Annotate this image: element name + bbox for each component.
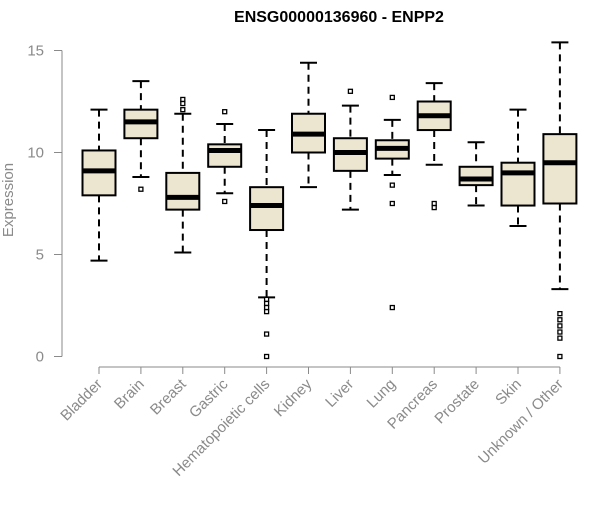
outlier-point	[347, 88, 354, 94]
outlier-point	[557, 311, 563, 317]
y-tick-label: 0	[36, 349, 44, 366]
outlier-point	[557, 329, 563, 335]
outlier-point	[180, 100, 186, 107]
outlier-point	[557, 353, 563, 360]
outlier-point	[389, 94, 395, 101]
iqr-box	[458, 165, 494, 187]
box-skin	[500, 108, 536, 227]
box-unknown-other	[542, 41, 578, 360]
outlier-point	[389, 182, 395, 188]
iqr-box	[500, 161, 536, 207]
box-prostate	[458, 141, 494, 207]
boxes-group	[81, 41, 578, 360]
outlier-point	[557, 317, 563, 323]
outlier-point	[557, 323, 563, 329]
chart-title: ENSG00000136960 - ENPP2	[234, 9, 444, 26]
iqr-box	[165, 171, 201, 211]
x-category-label: Liver	[322, 376, 357, 411]
outlier-point	[263, 300, 270, 307]
iqr-box	[249, 186, 285, 232]
outlier-point	[138, 186, 144, 192]
iqr-box	[207, 143, 243, 168]
outlier-point	[431, 200, 437, 207]
x-category-label: Brain	[111, 376, 148, 413]
box-gastric	[207, 109, 243, 205]
x-category-label: Skin	[492, 376, 525, 409]
x-category-label: Breast	[147, 375, 190, 418]
y-axis-title: Expression	[0, 163, 17, 237]
box-hematopoietic-cells	[249, 129, 285, 360]
x-category-label: Lung	[364, 376, 400, 412]
box-liver	[332, 88, 368, 211]
outlier-point	[263, 296, 270, 303]
outlier-point	[263, 353, 270, 360]
outlier-point	[557, 335, 563, 341]
box-brain	[123, 80, 159, 192]
box-lung	[374, 94, 410, 311]
box-breast	[165, 96, 201, 254]
outlier-point	[431, 204, 437, 211]
x-category-label: Bladder	[57, 376, 106, 425]
box-bladder	[81, 108, 117, 262]
outlier-point	[389, 200, 395, 207]
y-axis: 0 5 10 15	[27, 43, 63, 366]
outlier-point	[389, 304, 395, 311]
x-category-label: Kidney	[271, 375, 316, 420]
y-tick-label: 15	[27, 43, 44, 60]
outlier-point	[222, 198, 228, 205]
outlier-point	[180, 107, 186, 113]
iqr-box	[542, 133, 578, 205]
outlier-point	[263, 331, 270, 337]
box-pancreas	[416, 82, 452, 211]
outlier-point	[222, 109, 228, 115]
x-category-label: Prostate	[431, 376, 483, 428]
y-tick-label: 10	[27, 145, 44, 162]
outlier-point	[263, 304, 270, 311]
outlier-point	[180, 96, 186, 103]
y-tick-label: 5	[36, 247, 44, 264]
box-kidney	[291, 61, 326, 189]
outlier-point	[263, 308, 270, 315]
